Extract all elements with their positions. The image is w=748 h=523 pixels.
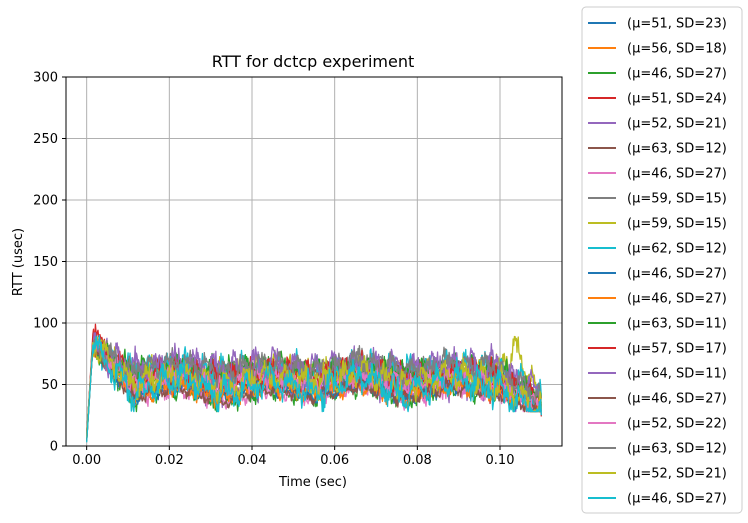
x-tick-label: 0.08: [403, 453, 432, 468]
y-tick-label: 0: [50, 440, 58, 455]
legend: (μ=51, SD=23) (μ=56, SD=18) (μ=46, SD=27) (…: [581, 6, 743, 514]
legend-label: (μ=46, SD=27): [627, 492, 727, 507]
y-tick-label: 100: [33, 317, 58, 332]
series-line: [86, 334, 542, 443]
x-tick-label: 0.00: [72, 453, 101, 468]
legend-label: (μ=63, SD=12): [627, 142, 727, 157]
x-tick-label: 0.06: [320, 453, 349, 468]
legend-label: (μ=46, SD=27): [627, 267, 727, 282]
y-tick-label: 200: [33, 194, 58, 209]
series-line: [86, 338, 542, 434]
legend-label: (μ=52, SD=21): [627, 117, 727, 132]
legend-label: (μ=59, SD=15): [627, 217, 727, 232]
legend-label: (μ=46, SD=27): [627, 67, 727, 82]
x-tick-label: 0.02: [155, 453, 184, 468]
legend-label: (μ=51, SD=24): [627, 92, 727, 107]
y-tick-label: 300: [33, 71, 58, 86]
legend-label: (μ=64, SD=11): [627, 367, 727, 382]
y-tick-label: 250: [33, 132, 58, 147]
legend-label: (μ=59, SD=15): [627, 192, 727, 207]
legend-label: (μ=56, SD=18): [627, 42, 727, 57]
axes: 0.00 0.02 0.04 0.06 0.08 0.10 0 50 100 150 200 250 3…: [33, 71, 514, 469]
y-axis-label: RTT (usec): [11, 228, 26, 296]
legend-label: (μ=46, SD=27): [627, 392, 727, 407]
x-axis-label: Time (sec): [278, 475, 347, 490]
legend-label: (μ=46, SD=27): [627, 167, 727, 182]
legend-label: (μ=63, SD=12): [627, 442, 727, 457]
x-tick-label: 0.10: [486, 453, 515, 468]
legend-label: (μ=46, SD=27): [627, 292, 727, 307]
legend-label: (μ=52, SD=22): [627, 417, 727, 432]
legend-label: (μ=63, SD=11): [627, 317, 727, 332]
legend-label: (μ=62, SD=12): [627, 242, 727, 257]
chart-title: RTT for dctcp experiment: [212, 52, 415, 71]
series-lines: [86, 323, 542, 443]
y-tick-label: 50: [41, 378, 58, 393]
legend-box: [581, 6, 743, 514]
legend-label: (μ=51, SD=23): [627, 17, 727, 32]
x-tick-label: 0.04: [238, 453, 267, 468]
legend-label: (μ=57, SD=17): [627, 342, 727, 357]
y-tick-label: 150: [33, 255, 58, 270]
legend-label: (μ=52, SD=21): [627, 467, 727, 482]
